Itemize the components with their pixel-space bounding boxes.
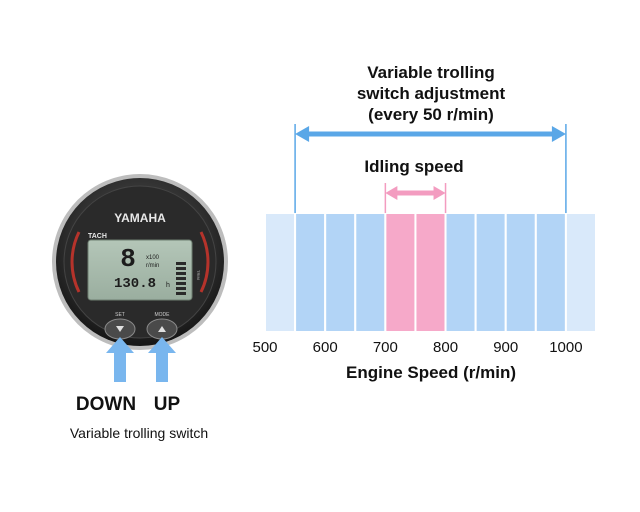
mode-button-label: MODE — [155, 312, 171, 318]
idling-left-arrowhead-icon — [385, 186, 398, 200]
band-outside-10 — [564, 212, 598, 333]
lcd-hours: 130.8 — [114, 276, 156, 292]
lcd-unit: r/min — [146, 263, 159, 269]
gauge: YAMAHA TACH 8 x100 r/min 130.8 h TRIM SE… — [52, 174, 228, 350]
tick-label-900: 900 — [493, 339, 518, 356]
band-adjustable-2 — [324, 212, 357, 333]
adjustment-title-line1: Variable trolling — [367, 63, 495, 82]
adjustment-right-arrowhead-icon — [551, 126, 566, 142]
down-label: DOWN — [76, 394, 136, 415]
tick-label-1000: 1000 — [549, 339, 582, 356]
tick-label-500: 500 — [252, 339, 277, 356]
up-label: UP — [154, 394, 181, 415]
idling-label: Idling speed — [364, 157, 463, 176]
band-adjustable-9 — [534, 212, 567, 333]
switch-caption: Variable trolling switch — [70, 425, 208, 441]
tick-label-800: 800 — [433, 339, 458, 356]
up-triangle-icon — [158, 326, 166, 332]
tick-label-600: 600 — [313, 339, 338, 356]
down-triangle-icon — [116, 326, 124, 332]
adjustment-title: Variable trolling switch adjustment (eve… — [357, 63, 506, 124]
down-arrow-icon — [106, 337, 134, 382]
lcd-screen — [87, 239, 193, 301]
brand-logo: YAMAHA — [114, 211, 166, 225]
band-adjustable-7 — [474, 212, 507, 333]
set-label: SET — [115, 312, 125, 318]
lcd-bar-graph — [176, 262, 186, 295]
lcd-hours-unit: h — [166, 282, 170, 289]
lcd-digit: 8 — [120, 244, 136, 274]
up-arrow-icon — [148, 337, 176, 382]
band-idling-5 — [414, 212, 447, 333]
lcd-multiplier: x100 — [146, 255, 160, 261]
band-adjustable-6 — [444, 212, 477, 333]
band-idling-4 — [384, 212, 417, 333]
adjustment-left-arrowhead-icon — [295, 126, 310, 142]
mode-label: TACH — [88, 233, 107, 240]
scale-xlabel: Engine Speed (r/min) — [346, 363, 516, 382]
side-label: TRIM — [196, 270, 201, 280]
left-red-arc — [70, 231, 81, 293]
tick-label-700: 700 — [373, 339, 398, 356]
down-button[interactable] — [104, 318, 136, 340]
band-adjustable-3 — [354, 212, 387, 333]
band-adjustable-8 — [504, 212, 537, 333]
adjustment-title-line3: (every 50 r/min) — [368, 105, 494, 124]
speed-scale: 500 600 700 800 900 1000 — [252, 124, 598, 356]
right-red-arc — [199, 231, 210, 293]
adjustment-title-line2: switch adjustment — [357, 84, 506, 103]
band-adjustable-1 — [294, 212, 327, 333]
idling-right-arrowhead-icon — [433, 186, 446, 200]
band-outside-0 — [264, 212, 297, 333]
up-button[interactable] — [146, 318, 178, 340]
